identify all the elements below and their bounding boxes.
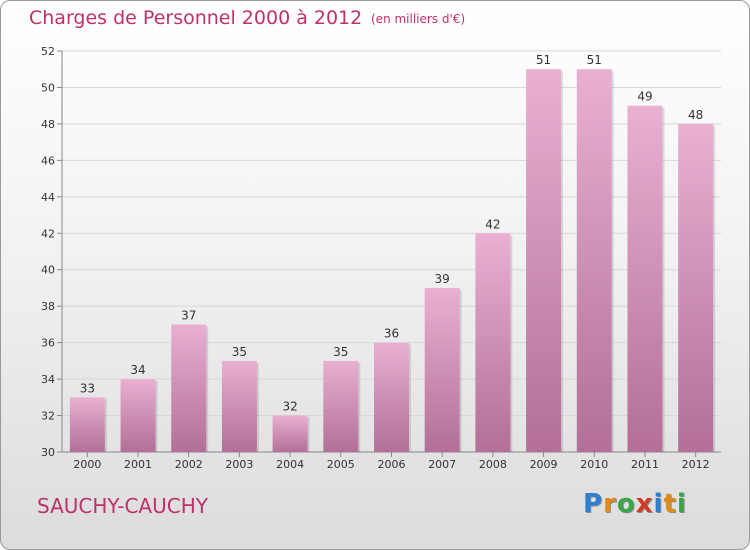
brand-letter: x bbox=[635, 489, 654, 519]
data-label: 49 bbox=[637, 90, 652, 104]
y-tick-label: 36 bbox=[41, 337, 55, 350]
y-tick-label: 44 bbox=[41, 191, 55, 204]
y-tick-label: 48 bbox=[41, 118, 55, 131]
bar bbox=[272, 415, 308, 452]
x-tick-label: 2006 bbox=[378, 458, 406, 471]
data-label: 35 bbox=[333, 345, 348, 359]
bar bbox=[678, 123, 714, 452]
x-tick-label: 2003 bbox=[225, 458, 253, 471]
chart-subtitle: (en milliers d'€) bbox=[371, 12, 466, 26]
y-tick-label: 52 bbox=[41, 45, 55, 58]
y-tick-label: 34 bbox=[41, 373, 55, 386]
bar bbox=[323, 360, 359, 452]
bar-chart: 30 32 34 36 38 40 42 44 46 48 50 52 33 2000 34 2001 37 20… bbox=[41, 45, 721, 471]
bar bbox=[627, 105, 663, 452]
data-label: 51 bbox=[587, 53, 602, 67]
brand-letter: P bbox=[583, 489, 604, 519]
x-tick-label: 2007 bbox=[428, 458, 456, 471]
x-tick-label: 2002 bbox=[175, 458, 203, 471]
data-label: 39 bbox=[435, 272, 450, 286]
x-tick-label: 2011 bbox=[631, 458, 659, 471]
bar bbox=[526, 69, 562, 453]
bar bbox=[424, 287, 460, 452]
data-label: 37 bbox=[181, 308, 196, 322]
x-tick-label: 2010 bbox=[580, 458, 608, 471]
x-tick-label: 2009 bbox=[530, 458, 558, 471]
bar bbox=[576, 69, 612, 453]
brand-letter: i bbox=[676, 489, 687, 519]
x-tick-label: 2001 bbox=[124, 458, 152, 471]
brand-letter: r bbox=[603, 489, 617, 519]
bar bbox=[374, 342, 409, 452]
data-label: 42 bbox=[485, 217, 500, 231]
data-label: 32 bbox=[282, 400, 297, 414]
y-tick-label: 40 bbox=[41, 264, 55, 277]
brand-letter: o bbox=[616, 489, 636, 519]
chart-title: Charges de Personnel 2000 à 2012 bbox=[29, 7, 363, 29]
y-tick-label: 32 bbox=[41, 410, 55, 423]
y-tick-label: 38 bbox=[41, 300, 55, 313]
place-name: SAUCHY-CAUCHY bbox=[37, 494, 208, 518]
bar bbox=[221, 360, 257, 452]
brand-logo: Proxiti bbox=[583, 489, 687, 519]
bar bbox=[69, 397, 105, 452]
y-tick-label: 42 bbox=[41, 227, 55, 240]
x-tick-label: 2008 bbox=[479, 458, 507, 471]
brand-letter: t bbox=[663, 489, 677, 519]
y-tick-label: 46 bbox=[41, 154, 55, 167]
bar bbox=[475, 233, 511, 452]
y-tick-label: 30 bbox=[41, 446, 55, 459]
bar bbox=[120, 379, 156, 452]
bar bbox=[171, 324, 207, 452]
data-label: 34 bbox=[130, 363, 145, 377]
brand-letter: i bbox=[653, 489, 664, 519]
data-label: 48 bbox=[688, 108, 703, 122]
data-label: 36 bbox=[384, 327, 399, 341]
x-tick-label: 2005 bbox=[327, 458, 355, 471]
x-tick-label: 2012 bbox=[682, 458, 710, 471]
data-label: 51 bbox=[536, 53, 551, 67]
x-tick-label: 2004 bbox=[276, 458, 304, 471]
y-tick-label: 50 bbox=[41, 81, 55, 94]
x-tick-label: 2000 bbox=[73, 458, 101, 471]
data-label: 33 bbox=[80, 381, 95, 395]
data-label: 35 bbox=[232, 345, 247, 359]
